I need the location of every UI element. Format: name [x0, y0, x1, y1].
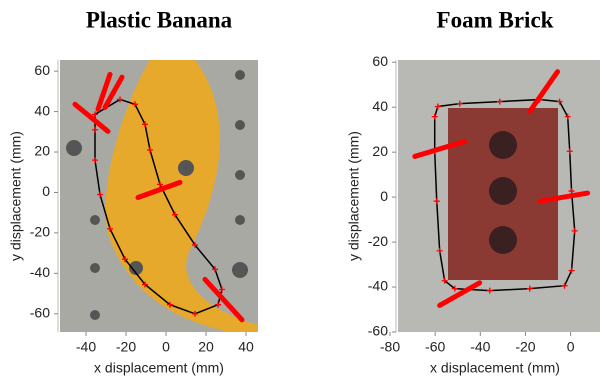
plus-marker — [92, 126, 98, 133]
series-line — [412, 69, 591, 308]
x-tick-label: 40 — [238, 339, 254, 355]
x-tick-label: -80 — [380, 339, 400, 355]
series-line — [433, 98, 576, 292]
plus-marker — [132, 101, 138, 108]
x-tick-label: 20 — [198, 339, 214, 355]
plus-marker — [434, 103, 441, 110]
y-tick-label: 20 — [372, 143, 388, 159]
x-axis-label: x displacement (mm) — [430, 360, 560, 376]
x-tick-label: -40 — [470, 339, 490, 355]
plus-marker — [215, 301, 221, 308]
plus-marker — [172, 211, 178, 218]
y-axis-label: y displacement (mm) — [8, 131, 24, 261]
plus-marker — [122, 256, 128, 263]
plus-marker — [526, 285, 533, 292]
plus-marker — [568, 188, 575, 195]
series-line — [72, 71, 245, 323]
plus-marker — [556, 98, 563, 105]
x-tick-label: 0 — [567, 339, 575, 355]
x-axis-label: x displacement (mm) — [94, 360, 224, 376]
plus-marker — [561, 282, 568, 289]
y-tick-label: -60 — [30, 305, 50, 321]
plus-marker — [97, 191, 103, 198]
chart-title: Foam Brick — [437, 7, 554, 32]
x-tick-label: -60 — [425, 339, 445, 355]
plus-marker — [117, 96, 123, 103]
plus-marker — [92, 111, 98, 118]
x-tick-label: -20 — [116, 339, 136, 355]
plus-marker — [451, 285, 458, 292]
plus-marker — [147, 146, 153, 153]
plus-marker — [441, 277, 448, 284]
y-axis-label: y displacement (mm) — [346, 131, 362, 261]
plus-marker — [571, 227, 578, 234]
plots: Plastic Banana -60 -40 -20 0 20 40 60 -40 -20 0 20 4… — [8, 7, 591, 376]
plus-marker — [564, 113, 571, 120]
x-tick-label: 0 — [162, 339, 170, 355]
y-tick-label: -20 — [30, 224, 50, 240]
plus-marker — [92, 157, 98, 164]
plus-marker — [157, 181, 163, 188]
plus-marker — [566, 148, 573, 155]
plus-marker — [431, 113, 438, 120]
plus-marker — [486, 287, 493, 294]
plus-marker — [107, 225, 113, 232]
brick-holes — [489, 131, 517, 254]
banana — [105, 60, 258, 332]
y-tick-label: 60 — [34, 62, 50, 78]
plus-marker — [212, 266, 218, 273]
y-tick-label: 0 — [42, 183, 50, 199]
y-tick-label: -20 — [368, 233, 388, 249]
plus-marker — [433, 198, 440, 205]
x-tick-label: -40 — [76, 339, 96, 355]
plus-marker — [496, 98, 503, 105]
holes — [66, 70, 248, 320]
plus-marker — [436, 247, 443, 254]
plus-marker — [167, 301, 173, 308]
y-tick-label: -60 — [368, 323, 388, 339]
x-tick-label: -20 — [515, 339, 535, 355]
plus-marker — [142, 281, 148, 288]
y-tick-label: 40 — [372, 98, 388, 114]
y-tick-label: 40 — [34, 102, 50, 118]
plus-marker — [219, 286, 225, 293]
y-tick-label: 0 — [380, 188, 388, 204]
plus-marker — [456, 100, 463, 107]
chart-title: Plastic Banana — [86, 7, 233, 32]
plus-marker — [142, 121, 148, 128]
plus-marker — [568, 267, 575, 274]
y-tick-label: 20 — [34, 143, 50, 159]
plus-marker — [192, 242, 198, 249]
y-tick-label: -40 — [368, 278, 388, 294]
plus-marker — [192, 310, 198, 317]
y-tick-label: -40 — [30, 264, 50, 280]
y-tick-label: 60 — [372, 53, 388, 69]
